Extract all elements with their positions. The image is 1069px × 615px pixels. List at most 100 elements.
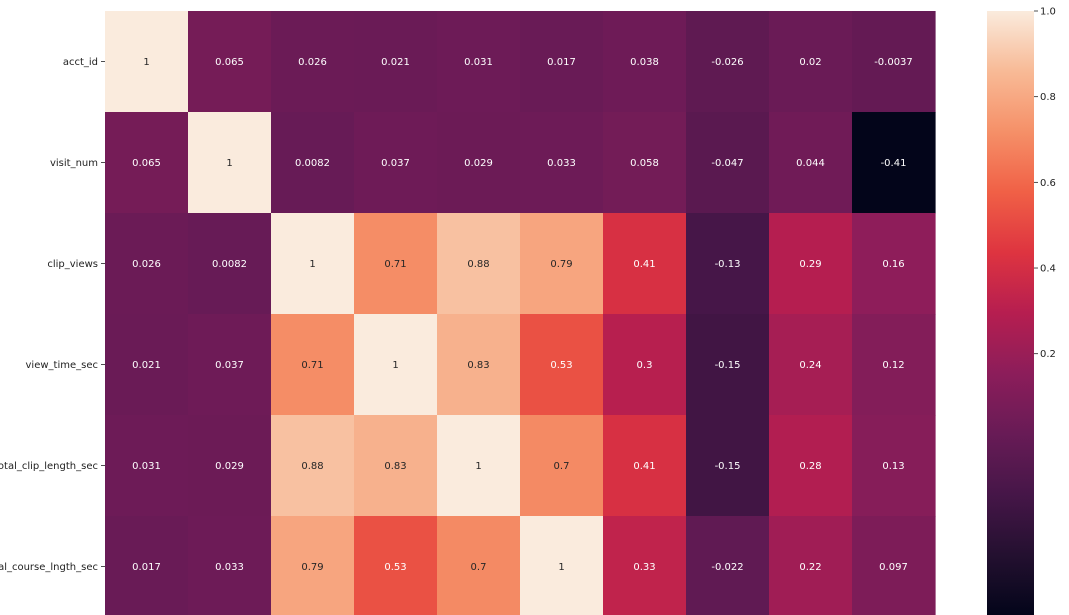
heatmap-cells	[105, 11, 936, 615]
heatmap-cell	[437, 213, 521, 315]
cell-value-label: 0.0082	[212, 259, 247, 270]
cell-value-label: 0.097	[879, 562, 908, 573]
row-labels: acct_id visit_num clip_views view_time_sect…	[0, 57, 105, 573]
cell-value-label: 0.037	[381, 158, 410, 169]
heatmap-cell	[271, 516, 355, 615]
cell-value-label: 1	[309, 259, 315, 270]
row-label: total_course_lngth_sec	[0, 562, 98, 573]
heatmap-cell	[105, 415, 189, 517]
heatmap-cell	[603, 11, 687, 113]
row-label: clip_views	[47, 259, 98, 270]
cell-value-label: 0.7	[554, 461, 570, 472]
heatmap-cell	[852, 314, 936, 416]
colorbar-tick-label: 0.8	[1040, 92, 1056, 103]
cell-annotations: 1 0.065 0.026 0.021 0.031 0.017 0.038 -0.026 0.0…	[132, 57, 913, 573]
heatmap-cell	[271, 112, 355, 214]
cell-value-label: 0.71	[301, 360, 323, 371]
colorbar-ticks: 0.2 0.4 0.6 0.8 1.0	[1034, 7, 1056, 360]
heatmap-cell	[437, 415, 521, 517]
heatmap-cell	[188, 112, 272, 214]
heatmap-cell	[686, 11, 770, 113]
heatmap-cell	[271, 213, 355, 315]
heatmap-cell	[354, 213, 438, 315]
row-label: total_clip_length_sec	[0, 461, 98, 472]
cell-value-label: 0.7	[471, 562, 487, 573]
heatmap-cell	[686, 415, 770, 517]
heatmap-cell	[105, 516, 189, 615]
heatmap-cell	[769, 516, 853, 615]
cell-value-label: 0.021	[381, 57, 410, 68]
cell-value-label: -0.13	[715, 259, 741, 270]
heatmap-cell	[354, 516, 438, 615]
heatmap-cell	[520, 112, 604, 214]
cell-value-label: 0.33	[633, 562, 655, 573]
cell-value-label: 0.88	[467, 259, 489, 270]
colorbar-tick-label: 1.0	[1040, 7, 1056, 18]
heatmap-cell	[686, 213, 770, 315]
cell-value-label: 0.41	[633, 259, 655, 270]
cell-value-label: 1	[475, 461, 481, 472]
cell-value-label: 1	[143, 57, 149, 68]
cell-value-label: 1	[558, 562, 564, 573]
cell-value-label: 0.29	[799, 259, 821, 270]
heatmap-cell	[188, 11, 272, 113]
heatmap-cell	[769, 213, 853, 315]
heatmap-cell	[437, 112, 521, 214]
heatmap-cell	[603, 314, 687, 416]
cell-value-label: 0.79	[550, 259, 572, 270]
heatmap-cell	[354, 112, 438, 214]
cell-value-label: -0.15	[715, 461, 741, 472]
heatmap-cell	[437, 314, 521, 416]
cell-value-label: 0.71	[384, 259, 406, 270]
heatmap-cell	[686, 112, 770, 214]
cell-value-label: 0.029	[464, 158, 493, 169]
cell-value-label: 0.058	[630, 158, 659, 169]
heatmap-cell	[852, 112, 936, 214]
cell-value-label: 0.83	[384, 461, 406, 472]
heatmap-cell	[852, 415, 936, 517]
cell-value-label: 0.037	[215, 360, 244, 371]
cell-value-label: 0.16	[882, 259, 904, 270]
cell-value-label: 0.038	[630, 57, 659, 68]
cell-value-label: 0.83	[467, 360, 489, 371]
cell-value-label: 0.41	[633, 461, 655, 472]
cell-value-label: 0.0082	[295, 158, 330, 169]
cell-value-label: 0.026	[298, 57, 327, 68]
heatmap-cell	[852, 213, 936, 315]
cell-value-label: 0.026	[132, 259, 161, 270]
cell-value-label: 0.029	[215, 461, 244, 472]
heatmap-cell	[769, 415, 853, 517]
cell-value-label: -0.026	[711, 57, 743, 68]
cell-value-label: 0.021	[132, 360, 161, 371]
cell-value-label: 0.24	[799, 360, 821, 371]
colorbar-tick-label: 0.4	[1040, 264, 1056, 275]
heatmap-cell	[105, 314, 189, 416]
heatmap-cell	[603, 516, 687, 615]
heatmap-cell	[354, 314, 438, 416]
heatmap-cell	[437, 516, 521, 615]
cell-value-label: -0.15	[715, 360, 741, 371]
heatmap-cell	[852, 516, 936, 615]
cell-value-label: 0.033	[547, 158, 576, 169]
heatmap-cell	[188, 314, 272, 416]
cell-value-label: 0.031	[132, 461, 161, 472]
cell-value-label: 0.88	[301, 461, 323, 472]
heatmap-cell	[271, 314, 355, 416]
cell-value-label: 0.13	[882, 461, 904, 472]
heatmap-cell	[520, 213, 604, 315]
cell-value-label: 1	[226, 158, 232, 169]
heatmap-cell	[188, 213, 272, 315]
cell-value-label: 0.017	[547, 57, 576, 68]
heatmap-cell	[769, 112, 853, 214]
heatmap-cell	[437, 11, 521, 113]
colorbar-tick-label: 0.2	[1040, 349, 1056, 360]
heatmap-cell	[769, 11, 853, 113]
heatmap-cell	[852, 11, 936, 113]
heatmap-cell	[520, 11, 604, 113]
heatmap-cell	[354, 11, 438, 113]
cell-value-label: 0.065	[132, 158, 161, 169]
heatmap-cell	[520, 314, 604, 416]
row-label: visit_num	[50, 158, 98, 169]
cell-value-label: -0.0037	[874, 57, 913, 68]
